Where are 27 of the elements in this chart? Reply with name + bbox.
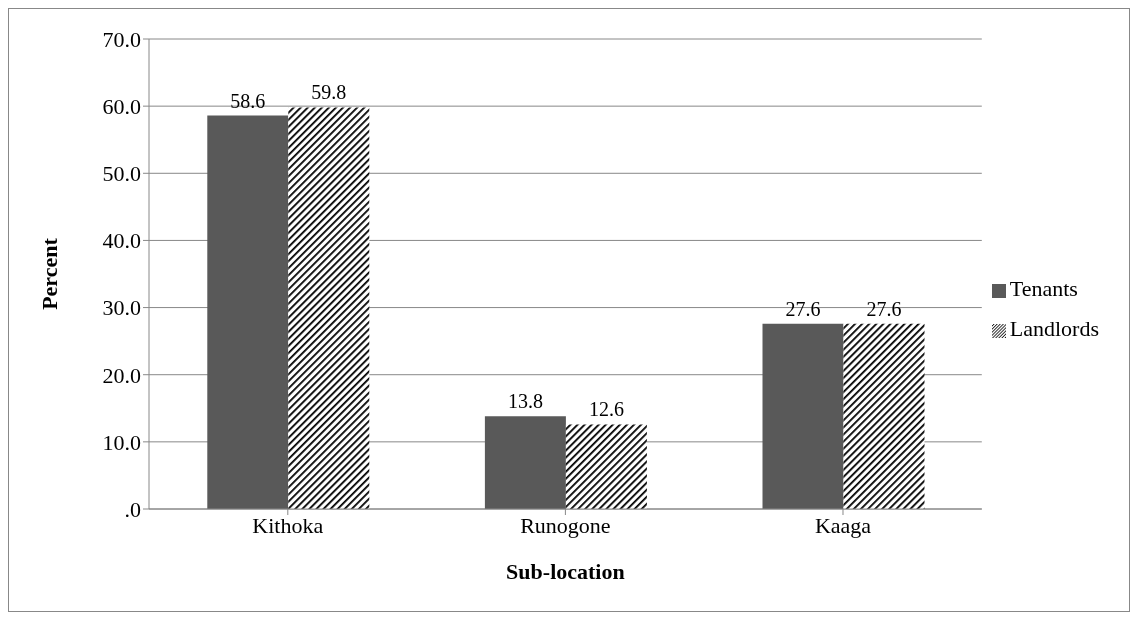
legend-label: Tenants [1009, 276, 1078, 301]
y-tick-label: 10.0 [102, 429, 141, 455]
x-axis-title: Sub-location [506, 559, 625, 584]
data-label: 27.6 [866, 297, 902, 320]
data-label: 58.6 [230, 89, 266, 112]
y-tick-label: 60.0 [102, 93, 141, 119]
y-tick-label: 50.0 [102, 161, 141, 187]
data-label: 12.6 [588, 398, 624, 421]
bar [484, 416, 566, 509]
data-label: 13.8 [507, 390, 543, 413]
bar [843, 323, 925, 509]
legend-label: Landlords [1009, 316, 1099, 341]
bar [565, 424, 647, 509]
y-tick-label: .0 [124, 496, 141, 522]
x-tick-label: Kithoka [252, 512, 324, 538]
y-tick-label: 40.0 [102, 228, 141, 254]
data-label: 27.6 [785, 297, 821, 320]
bar [762, 323, 844, 509]
y-axis-title: Percent [36, 237, 62, 310]
y-tick-label: 20.0 [102, 362, 141, 388]
x-tick-label: Runogone [520, 512, 611, 538]
y-tick-label: 30.0 [102, 295, 141, 321]
x-tick-label: Kaaga [814, 512, 872, 538]
data-label: 59.8 [311, 81, 347, 104]
bar [207, 115, 289, 509]
bar [288, 107, 370, 509]
y-tick-label: 70.0 [102, 26, 141, 52]
